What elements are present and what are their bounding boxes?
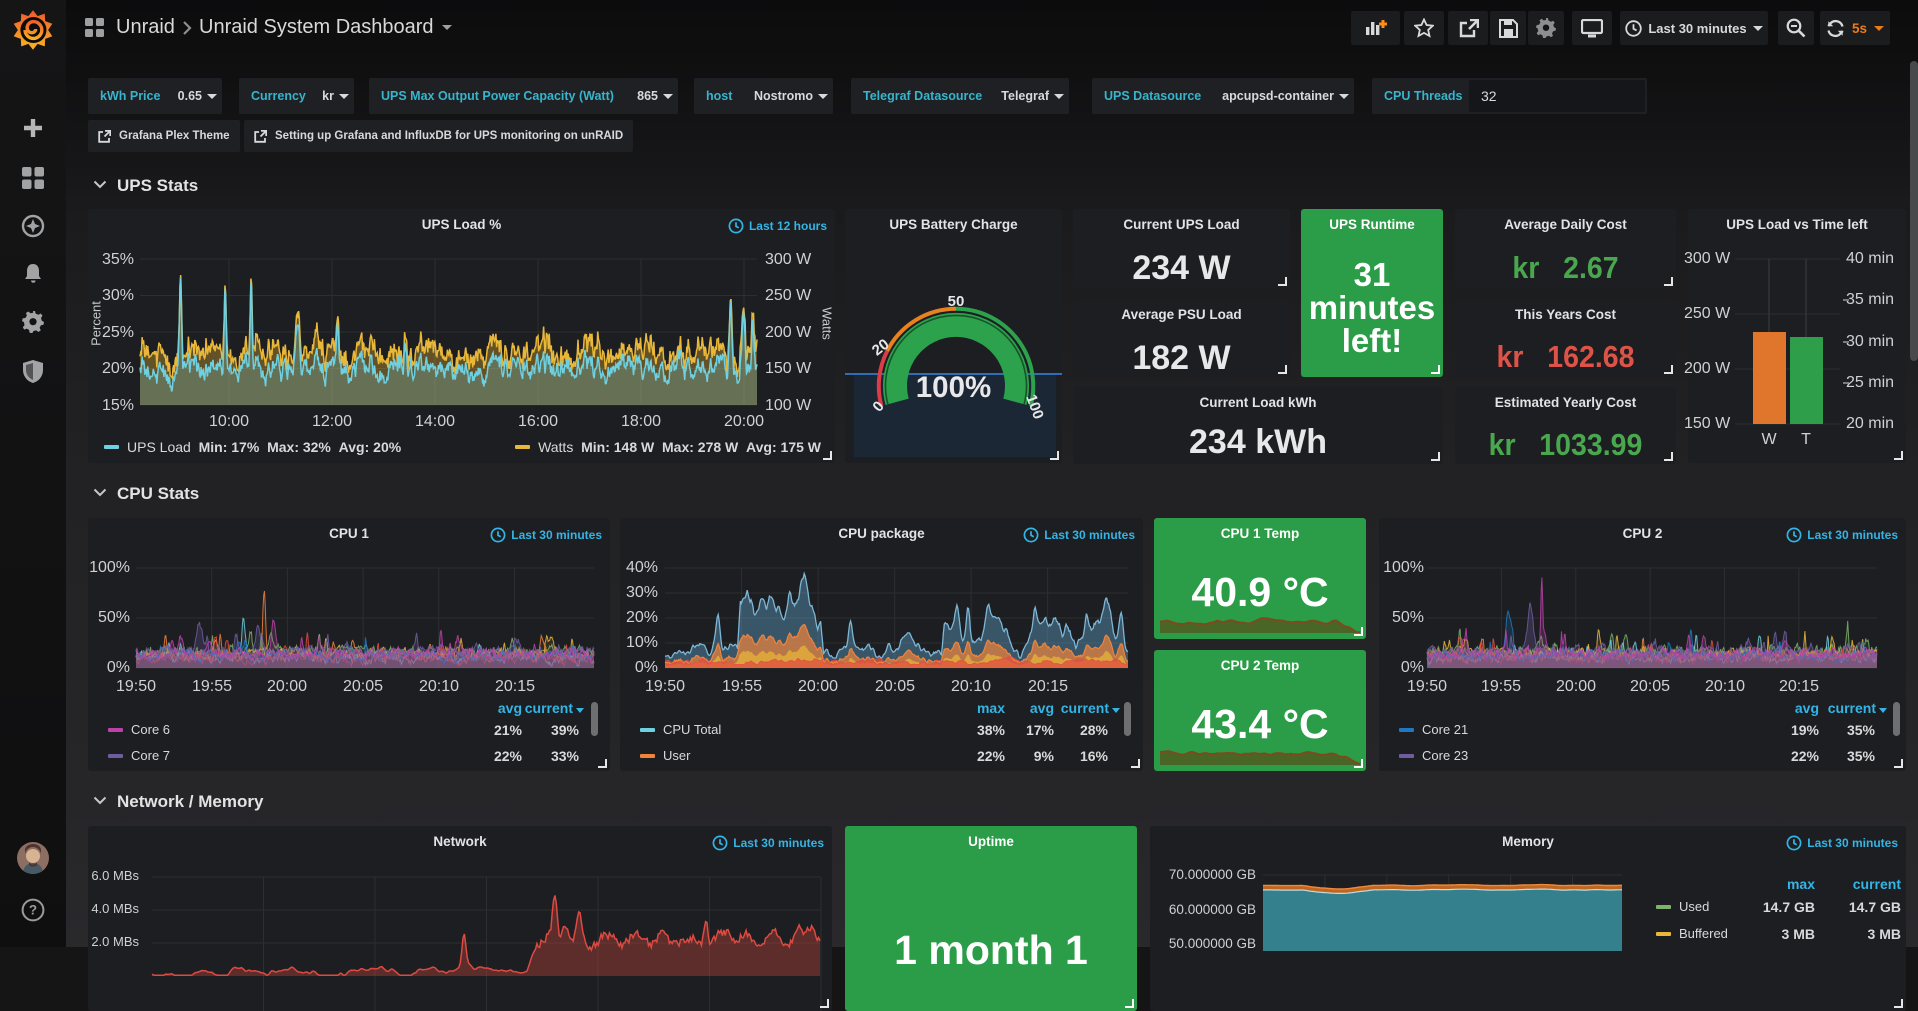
svg-text:?: ? bbox=[29, 903, 37, 918]
svg-text:20: 20 bbox=[869, 336, 893, 360]
svg-text:50: 50 bbox=[948, 293, 965, 310]
